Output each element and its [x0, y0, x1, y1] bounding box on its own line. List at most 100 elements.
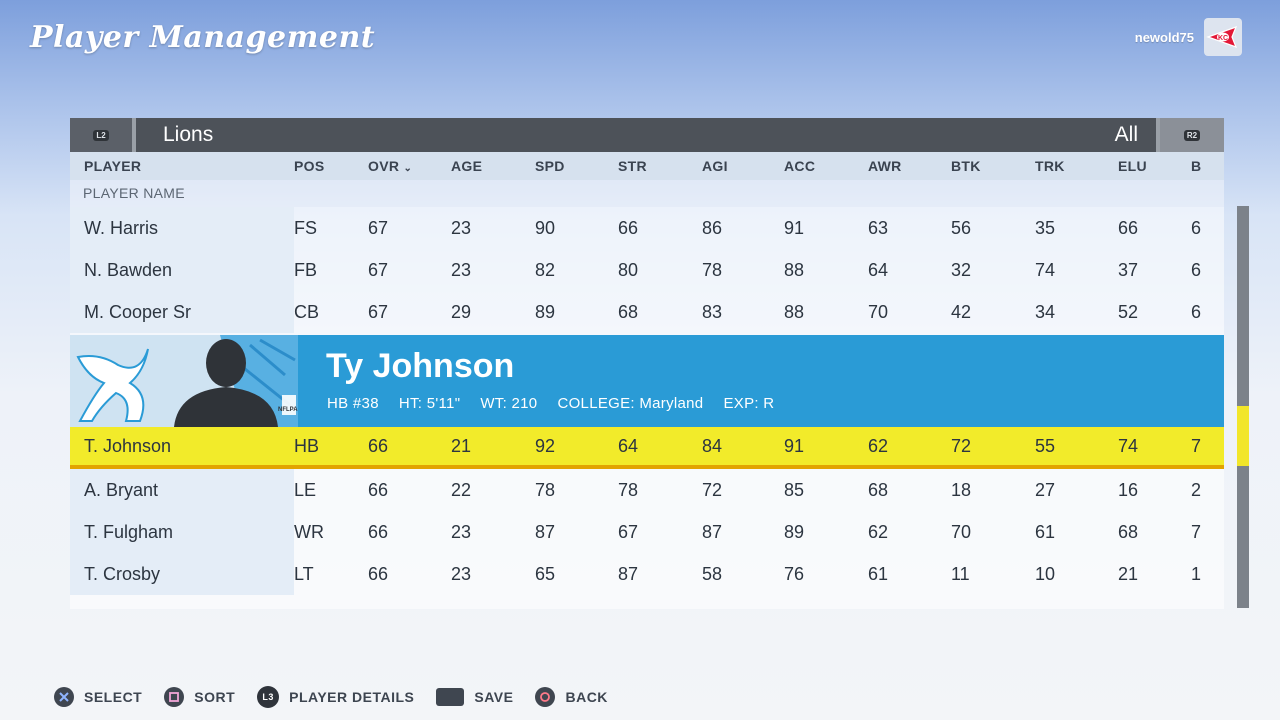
divider [132, 118, 136, 152]
col-b[interactable]: B [1191, 158, 1202, 174]
cell-str: 78 [618, 479, 639, 500]
cell-btk: 70 [951, 521, 972, 542]
position-filter[interactable]: All [1114, 123, 1138, 146]
cell-age: 23 [451, 521, 472, 542]
square-button-icon [164, 687, 185, 707]
cell-b: 6 [1191, 301, 1202, 322]
cell-agi: 58 [702, 563, 723, 584]
cell-elu: 66 [1118, 217, 1139, 238]
cell-ovr: 66 [368, 479, 389, 500]
player-details-control[interactable]: L3 PLAYER DETAILS [257, 686, 414, 708]
cell-str: 66 [618, 217, 639, 238]
table-row[interactable]: N. Bawden FB 67 23 82 80 78 88 64 32 74 … [70, 249, 1224, 291]
next-team-button[interactable]: R2 [1160, 118, 1224, 152]
cell-str: 67 [618, 521, 639, 542]
prev-team-button[interactable]: L2 [70, 118, 132, 152]
cell-awr: 62 [868, 521, 889, 542]
cell-agi: 78 [702, 259, 723, 280]
cross-button-icon [54, 687, 74, 707]
back-label: BACK [565, 689, 608, 705]
save-control[interactable]: SAVE [436, 688, 513, 706]
table-row[interactable]: T. Crosby LT 66 23 65 87 58 76 61 11 10 … [70, 553, 1224, 595]
roster-scrollbar[interactable] [1237, 206, 1249, 608]
cell-b: 2 [1191, 479, 1202, 500]
cell-btk: 42 [951, 301, 972, 322]
cell-b: 1 [1191, 563, 1202, 584]
player-name: A. Bryant [70, 469, 294, 511]
cell-awr: 63 [868, 217, 889, 238]
cell-acc: 88 [784, 301, 805, 322]
cell-elu: 52 [1118, 301, 1139, 322]
cell-str: 68 [618, 301, 639, 322]
cell-age: 23 [451, 563, 472, 584]
scrollbar-thumb[interactable] [1237, 406, 1249, 466]
col-ovr[interactable]: OVR ⌄ [368, 158, 451, 174]
table-row[interactable]: M. Cooper Sr CB 67 29 89 68 83 88 70 42 … [70, 291, 1224, 333]
cell-elu: 37 [1118, 259, 1139, 280]
col-agi[interactable]: AGI [702, 158, 728, 174]
col-age[interactable]: AGE [451, 158, 483, 174]
cell-btk: 11 [951, 563, 970, 584]
cell-pos: HB [294, 435, 320, 456]
cell-agi: 84 [702, 435, 723, 456]
cell-ovr: 66 [368, 435, 389, 456]
cell-age: 21 [451, 435, 472, 456]
table-row[interactable]: W. Harris FS 67 23 90 66 86 91 63 56 35 … [70, 207, 1224, 249]
cell-elu: 68 [1118, 521, 1139, 542]
cell-trk: 35 [1035, 217, 1056, 238]
cell-agi: 87 [702, 521, 723, 542]
user-info: newold75 KC [1135, 18, 1242, 56]
cell-spd: 92 [535, 435, 556, 456]
cell-pos: FB [294, 259, 318, 280]
back-control[interactable]: BACK [535, 687, 607, 707]
col-spd[interactable]: SPD [535, 158, 565, 174]
cell-acc: 76 [784, 563, 805, 584]
cell-btk: 56 [951, 217, 972, 238]
player-portrait [70, 335, 298, 427]
cell-awr: 64 [868, 259, 889, 280]
cell-agi: 86 [702, 217, 723, 238]
cell-trk: 61 [1035, 521, 1056, 542]
cell-awr: 68 [868, 479, 889, 500]
l2-icon: L2 [93, 129, 109, 141]
table-row[interactable]: A. Bryant LE 66 22 78 78 72 85 68 18 27 … [70, 469, 1224, 511]
cell-agi: 72 [702, 479, 723, 500]
table-row-partial [70, 595, 1224, 609]
cell-ovr: 67 [368, 217, 389, 238]
sort-chevron-down-icon: ⌄ [403, 163, 413, 174]
col-player[interactable]: PLAYER [84, 158, 142, 174]
cell-btk: 72 [951, 435, 972, 456]
player-name-subheader: PLAYER NAME [70, 180, 1224, 207]
cell-trk: 74 [1035, 259, 1056, 280]
col-awr[interactable]: AWR [868, 158, 902, 174]
table-row[interactable]: T. Fulgham WR 66 23 87 67 87 89 62 70 61… [70, 511, 1224, 553]
cell-spd: 78 [535, 479, 556, 500]
player-name: T. Johnson [84, 435, 172, 456]
cell-acc: 85 [784, 479, 805, 500]
col-pos[interactable]: POS [294, 158, 325, 174]
cell-ovr: 66 [368, 563, 389, 584]
cell-awr: 62 [868, 435, 889, 456]
table-row-selected[interactable]: T. Johnson HB 66 21 92 64 84 91 62 72 55… [70, 427, 1224, 469]
cell-acc: 89 [784, 521, 805, 542]
cell-age: 23 [451, 259, 472, 280]
save-label: SAVE [474, 689, 514, 705]
col-acc[interactable]: ACC [784, 158, 816, 174]
player-name: M. Cooper Sr [70, 291, 294, 333]
col-trk[interactable]: TRK [1035, 158, 1065, 174]
cell-str: 87 [618, 563, 639, 584]
nflpa-badge: NFLPA [278, 407, 298, 413]
cell-pos: CB [294, 301, 320, 322]
col-str[interactable]: STR [618, 158, 647, 174]
svg-text:KC: KC [1218, 35, 1228, 42]
cell-elu: 21 [1118, 563, 1139, 584]
cell-btk: 18 [951, 479, 972, 500]
player-card-name: Ty Johnson [326, 347, 515, 385]
sort-control[interactable]: SORT [164, 687, 235, 707]
select-control[interactable]: SELECT [54, 687, 142, 707]
team-selector-bar[interactable]: L2 Lions All R2 [70, 118, 1224, 152]
col-elu[interactable]: ELU [1118, 158, 1147, 174]
divider [1156, 118, 1160, 152]
cell-awr: 61 [868, 563, 889, 584]
col-btk[interactable]: BTK [951, 158, 981, 174]
